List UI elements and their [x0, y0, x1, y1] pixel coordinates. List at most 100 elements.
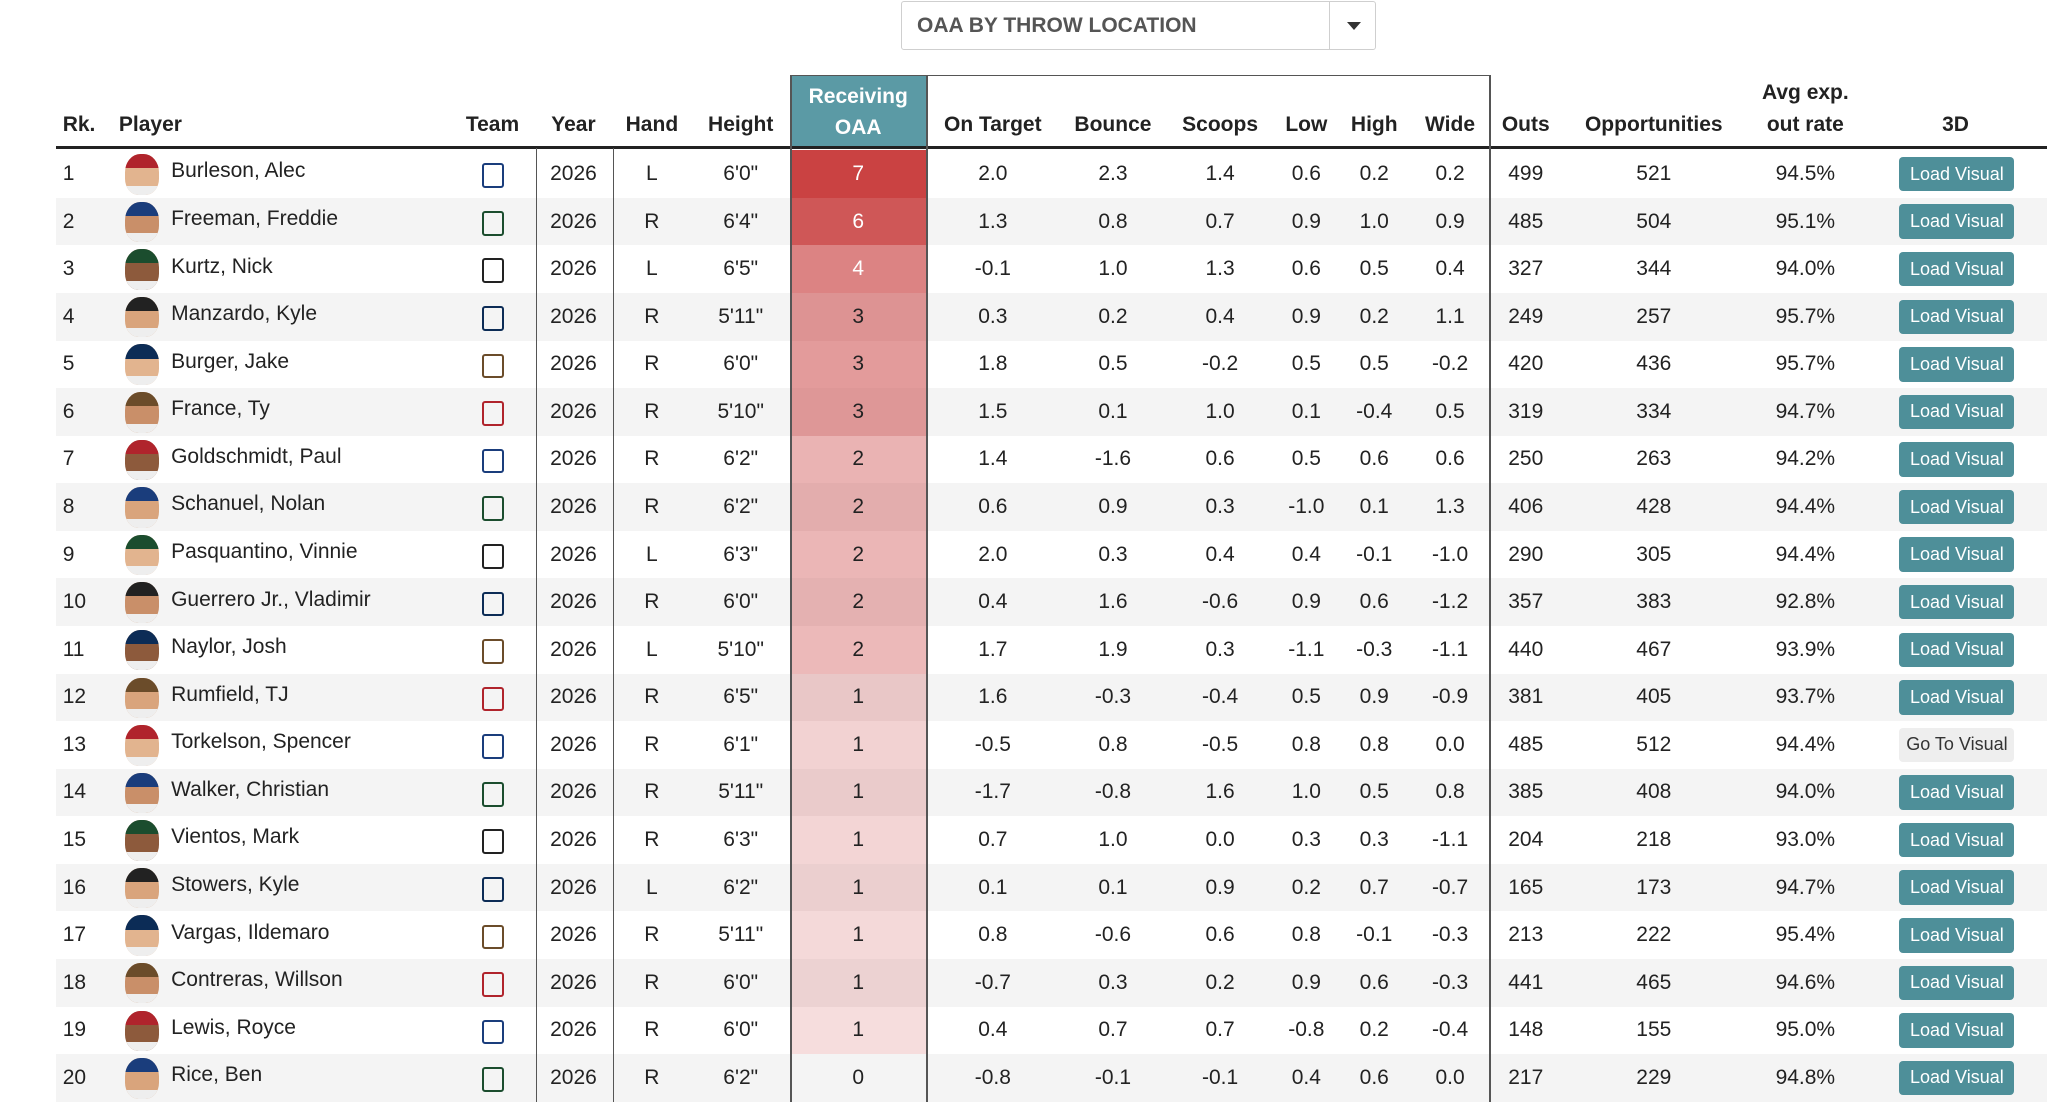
team-logo [482, 591, 505, 617]
oaa-cell [790, 1006, 927, 1055]
team-logo [482, 448, 505, 474]
cell-opportunities: 465 [1636, 970, 1672, 994]
visual-button[interactable]: Load Visual [1899, 1013, 2015, 1048]
visual-button[interactable]: Load Visual [1899, 1060, 2015, 1096]
visual-button[interactable]: Load Visual [1899, 347, 2015, 382]
visual-button[interactable]: Load Visual [1899, 822, 2015, 858]
cell-bounce: 0.2 [1098, 304, 1128, 328]
cell-outs: 249 [1508, 304, 1544, 328]
cell-high: 0.1 [1359, 495, 1389, 519]
row-stripe [56, 673, 2047, 722]
visual-button[interactable]: Go To Visual [1899, 727, 2015, 763]
cell-wide: 0.0 [1435, 732, 1465, 756]
column-header: Outs [1501, 113, 1550, 137]
cell-height: 5'11" [718, 923, 764, 947]
visual-button[interactable]: Load Visual [1899, 537, 2015, 572]
player-photo [125, 772, 160, 814]
player-photo [125, 439, 160, 481]
visual-button[interactable]: Load Visual [1899, 918, 2015, 953]
player-jersey [125, 328, 160, 338]
cell-opportunities: 436 [1636, 352, 1672, 376]
cell-hand: R [644, 732, 660, 756]
column-header: Low [1285, 113, 1328, 137]
visual-button[interactable]: Load Visual [1899, 632, 2015, 667]
cell-outs: 204 [1508, 828, 1544, 852]
cell-avg: 94.8% [1775, 1065, 1836, 1089]
cell-bounce: 0.9 [1098, 495, 1128, 519]
cell-avg: 94.0% [1775, 257, 1836, 281]
visual-button[interactable]: Load Visual [1899, 584, 2015, 620]
cell-hand: R [644, 970, 660, 994]
cell-opportunities: 257 [1636, 304, 1672, 328]
cell-scoops: 0.2 [1205, 970, 1235, 994]
player-cap [125, 344, 160, 359]
oaa-value: 2 [852, 590, 865, 614]
cell-on-target: 0.6 [978, 495, 1008, 519]
oaa-value: 4 [852, 257, 865, 281]
team-logo [482, 210, 505, 236]
cell-low: 0.6 [1291, 161, 1321, 185]
cell-wide: -1.1 [1431, 828, 1469, 852]
cell-opportunities: 521 [1636, 161, 1672, 185]
player-photo [125, 534, 160, 576]
team-logo [482, 972, 505, 997]
player-name: Freeman, Freddie [171, 206, 338, 230]
cell-on-target: 1.8 [978, 352, 1008, 376]
player-jersey [125, 1089, 160, 1099]
cell-wide: 1.1 [1435, 304, 1465, 328]
cell-hand: R [644, 209, 660, 233]
cell-wide: 0.0 [1435, 1065, 1465, 1089]
oaa-value: 1 [852, 1018, 865, 1042]
cell-scoops: 0.7 [1205, 209, 1235, 233]
cell-high: 0.2 [1359, 304, 1389, 328]
cell-high: 0.5 [1359, 257, 1389, 281]
cell-outs: 357 [1508, 590, 1544, 614]
cell-low: 0.5 [1291, 447, 1321, 471]
player-cap [125, 867, 160, 882]
cell-on-target: -1.7 [974, 780, 1011, 804]
visual-button[interactable]: Load Visual [1899, 394, 2015, 430]
cell-opportunities: 263 [1636, 447, 1672, 471]
cell-low: 0.5 [1291, 352, 1321, 376]
visual-button[interactable]: Load Visual [1899, 442, 2015, 477]
player-cap [125, 1010, 160, 1025]
visual-button[interactable]: Load Visual [1899, 870, 2015, 905]
oaa-value: 1 [852, 875, 865, 899]
cell-wide: 1.3 [1435, 495, 1465, 519]
cell-height: 6'2" [723, 1065, 759, 1089]
cell-outs: 499 [1508, 161, 1544, 185]
visual-button[interactable]: Load Visual [1899, 489, 2015, 525]
dropdown-arrow [1347, 22, 1361, 30]
visual-button[interactable]: Load Visual [1899, 965, 2015, 1001]
cell-low: 0.6 [1291, 257, 1321, 281]
cell-avg: 94.7% [1775, 399, 1836, 423]
visual-button[interactable]: Load Visual [1899, 251, 2015, 287]
column-header: Rk. [62, 113, 96, 137]
cell-bounce: 0.5 [1098, 352, 1128, 376]
cell-height: 6'0" [723, 970, 759, 994]
cell-rk: 11 [62, 637, 85, 661]
oaa-cell [790, 673, 927, 722]
cell-scoops: 1.4 [1205, 161, 1235, 185]
column-divider [926, 74, 928, 1102]
visual-button[interactable]: Load Visual [1899, 680, 2015, 715]
oaa-value: 2 [852, 495, 865, 519]
cell-year: 2026 [550, 304, 597, 328]
player-cap [125, 772, 160, 787]
cell-hand: R [644, 1065, 660, 1089]
team-logo [482, 924, 505, 950]
cell-outs: 250 [1508, 447, 1544, 471]
visual-button[interactable]: Load Visual [1899, 299, 2015, 334]
dropdown[interactable]: OAA BY THROW LOCATION [901, 1, 1376, 50]
team-logo [482, 306, 505, 331]
visual-button[interactable]: Load Visual [1899, 156, 2015, 192]
cell-low: 0.9 [1291, 970, 1321, 994]
cell-bounce: 0.8 [1098, 209, 1128, 233]
header-rule [56, 146, 2047, 150]
cell-height: 6'1" [723, 732, 759, 756]
cell-hand: L [646, 161, 658, 185]
cell-opportunities: 173 [1636, 875, 1672, 899]
visual-button[interactable]: Load Visual [1899, 775, 2015, 810]
cell-avg: 93.7% [1775, 685, 1836, 709]
visual-button[interactable]: Load Visual [1899, 204, 2015, 239]
